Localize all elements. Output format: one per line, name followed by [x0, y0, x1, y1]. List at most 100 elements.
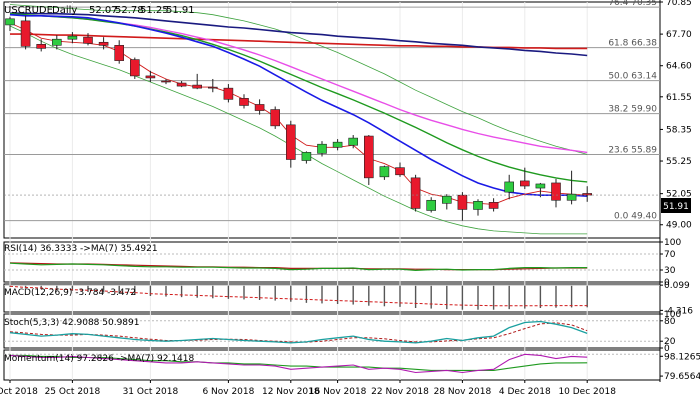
candle-body — [332, 141, 343, 148]
fibonacci-level-label: 38.2 59.90 — [608, 105, 657, 115]
candle-body — [488, 202, 499, 209]
candle-body — [5, 18, 15, 26]
ma-green-line — [9, 13, 588, 183]
date-tick-label: 12 Nov 2018 — [262, 387, 320, 397]
candle-body — [441, 195, 452, 204]
fibonacci-level-label: 23.6 55.89 — [608, 146, 657, 156]
candle-body — [51, 38, 62, 46]
candle-body — [348, 137, 359, 146]
candle-body — [317, 143, 327, 154]
rsi-line — [9, 262, 588, 272]
rsi-tick-label: 30 — [664, 266, 676, 276]
momentum-tick-label: 98.1265 — [664, 352, 700, 362]
stoch-tick-label: 100 — [664, 310, 681, 320]
candle-body — [239, 98, 249, 106]
momentum-label: Momentum(14) 97.2826 ->MA(7) 92.1418 — [4, 354, 195, 364]
candle-body — [208, 86, 218, 89]
date-tick-label: 19 Oct 2018 — [0, 387, 38, 397]
date-tick-label: 6 Nov 2018 — [202, 387, 254, 397]
close-value: 51.91 — [166, 5, 195, 16]
candle-body — [114, 45, 124, 61]
stoch-tick-label: 0 — [664, 344, 670, 354]
date-tick-label: 10 Dec 2018 — [558, 387, 616, 397]
date-tick-label: 31 Oct 2018 — [123, 387, 179, 397]
candle-body — [36, 44, 47, 49]
candle-body — [363, 135, 374, 179]
price-tick-label: 64.60 — [666, 62, 692, 72]
candle-body — [473, 201, 483, 210]
rsi-tick-label: 0 — [664, 278, 670, 288]
ma-dark-blue-line — [10, 12, 588, 57]
grid-layer — [3, 0, 661, 382]
candle-body — [98, 41, 109, 46]
candle-body — [582, 193, 593, 196]
stoch-label: Stoch(5,3,3) 42.9088 50.9891 — [4, 318, 139, 328]
candle-body — [410, 177, 421, 209]
rsi-panel: 100 70 30 0 — [4, 238, 681, 288]
price-tick-label: 61.55 — [666, 93, 692, 103]
price-tick-label: 49.00 — [666, 221, 692, 231]
date-tick-label: 28 Nov 2018 — [434, 387, 492, 397]
candle-body — [176, 82, 187, 87]
candle-body — [426, 199, 437, 211]
rsi-label: RSI(14) 36.3333 ->MA(7) 35.4921 — [4, 244, 158, 254]
date-tick-label: 25 Oct 2018 — [45, 387, 101, 397]
momentum-line — [9, 353, 588, 374]
fibonacci-level-label: 76.4 70.35 — [608, 0, 657, 8]
candle-body — [83, 36, 93, 44]
candle-body — [20, 20, 31, 47]
macd-panel: 0.099 -4.316 — [4, 281, 693, 316]
candle-body — [161, 80, 171, 83]
symbol-label: USCRUDE — [4, 5, 53, 16]
open-value: 52.07 — [89, 5, 118, 16]
momentum-panel: 98.1265 79.6564 — [4, 352, 700, 382]
candle-body — [535, 183, 546, 189]
low-value: 51.25 — [140, 5, 169, 16]
macd-tick-label: -4.316 — [664, 306, 693, 316]
stoch-tick-label: 80 — [664, 317, 676, 327]
macd-label: MACD(12,26,9) -3.784 -3.472 — [4, 288, 136, 298]
candle-body — [223, 87, 234, 100]
candle-body — [270, 109, 281, 127]
date-tick-label: 4 Dec 2018 — [499, 387, 551, 397]
momentum-tick-label: 79.6564 — [664, 372, 700, 382]
date-tick-label: 22 Nov 2018 — [371, 387, 429, 397]
candle-body — [254, 104, 265, 111]
macd-tick-label: 0.099 — [664, 281, 690, 291]
date-tick-label: 16 Nov 2018 — [309, 387, 367, 397]
stoch-tick-label: 20 — [664, 337, 676, 347]
upper-band-line — [9, 4, 588, 155]
price-tick-label: 67.70 — [666, 30, 692, 40]
candle-body — [379, 166, 390, 178]
rsi-tick-label: 70 — [664, 250, 676, 260]
price-panel: 76.4 70.35 61.8 66.38 50.0 63.14 38.2 59.90… — [4, 0, 660, 235]
candle-body — [130, 59, 140, 77]
candle-body — [519, 180, 530, 187]
stoch-k-line — [9, 320, 588, 344]
candle-body — [192, 84, 202, 89]
high-value: 52.78 — [115, 5, 144, 16]
candle-body — [566, 193, 577, 201]
fibonacci-level-label: 0.0 49.40 — [614, 212, 657, 222]
price-tick-label: 70.85 — [666, 0, 692, 8]
ma-blue-line — [9, 13, 588, 197]
lower-band-line — [9, 25, 588, 235]
candle-body — [301, 152, 312, 161]
candle-body — [67, 35, 78, 40]
rsi-tick-label: 100 — [664, 238, 681, 248]
candle-body — [145, 75, 156, 79]
fibonacci-level-label: 61.8 66.38 — [608, 39, 657, 49]
fibonacci-level-label: 50.0 63.14 — [608, 72, 657, 82]
price-tick-label: 52.05 — [666, 190, 692, 200]
timeframe-label: Daily — [52, 5, 77, 16]
last-price-label: 51.91 — [663, 202, 689, 212]
macd-signal-line — [9, 285, 588, 307]
momentum-ma-line — [10, 354, 588, 371]
candle-body — [504, 181, 515, 193]
price-tick-label: 58.35 — [666, 125, 692, 135]
candle-body — [457, 194, 468, 210]
last-price-box — [661, 198, 691, 213]
